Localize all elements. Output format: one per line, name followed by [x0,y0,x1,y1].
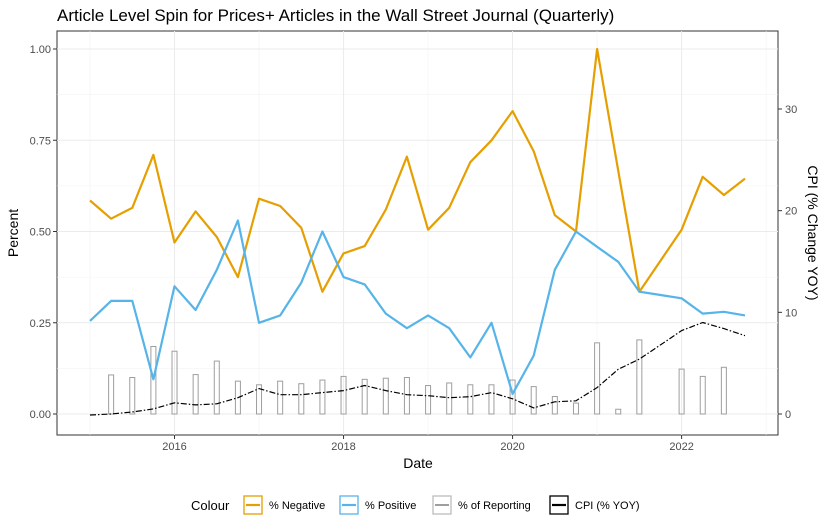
legend-label: % Negative [269,500,325,512]
y-tick-label: 1.00 [30,44,51,56]
y2-tick-label: 10 [785,307,797,319]
bar-reporting [108,374,115,415]
bar-reporting [256,384,263,415]
y2-tick-label: 20 [785,206,797,218]
y2-axis-title: CPI (% Change YOY) [805,165,821,300]
legend-label: % Positive [365,500,416,512]
series-line-cpi-yoy [89,321,746,416]
y-tick-label: 0.25 [30,318,51,330]
legend-label: % of Reporting [458,500,531,512]
bar-reporting [382,377,389,415]
bar-reporting [150,345,157,415]
legend-title: Colour [191,498,230,513]
x-tick-label: 2020 [500,441,524,453]
x-tick-label: 2018 [331,441,355,453]
bar-reporting [509,379,516,415]
bar-reporting [213,360,220,415]
x-axis-title: Date [403,455,433,471]
bar-reporting [340,375,347,415]
bar-reporting [488,384,495,415]
bar-reporting [234,380,241,415]
bar-reporting [319,379,326,415]
bars-layer [108,339,727,415]
bar-reporting [467,384,474,415]
bar-reporting [403,377,410,415]
y-tick-label: 0.50 [30,227,51,239]
series-line-negative [89,47,746,293]
y2-tick-label: 0 [785,409,791,421]
bar-reporting [425,385,432,415]
plot-panel [56,30,779,436]
bar-reporting [530,386,537,415]
lines-layer [89,47,746,416]
legend: Colour % Negative % Positive % of Reportin… [191,495,640,515]
bar-reporting [129,377,136,415]
bar-reporting [192,374,199,415]
bar-reporting [446,382,453,415]
y-axis-title: Percent [5,209,21,257]
bar-reporting [720,366,727,415]
bar-reporting [361,378,368,415]
series-line-positive [89,219,746,395]
bar-reporting [594,342,601,415]
axes-layer: 0.00 0.25 0.50 0.75 1.00 0 10 20 30 2016 2018 2020 2… [30,44,798,453]
bar-reporting [636,339,643,415]
bar-reporting [277,380,284,415]
legend-label: CPI (% YOY) [575,500,640,512]
bar-reporting [298,383,305,415]
chart-title: Article Level Spin for Prices+ Articles … [57,6,614,25]
y-tick-label: 0.00 [30,409,51,421]
x-tick-label: 2022 [669,441,693,453]
grid-layer [57,31,778,435]
y2-tick-label: 30 [785,104,797,116]
bar-reporting [171,350,178,415]
bar-reporting [615,408,622,415]
bar-reporting [572,402,579,415]
x-tick-label: 2016 [162,441,186,453]
y-tick-label: 0.75 [30,135,51,147]
bar-reporting [699,375,706,415]
bar-reporting [678,368,685,415]
bar-reporting [551,395,558,415]
